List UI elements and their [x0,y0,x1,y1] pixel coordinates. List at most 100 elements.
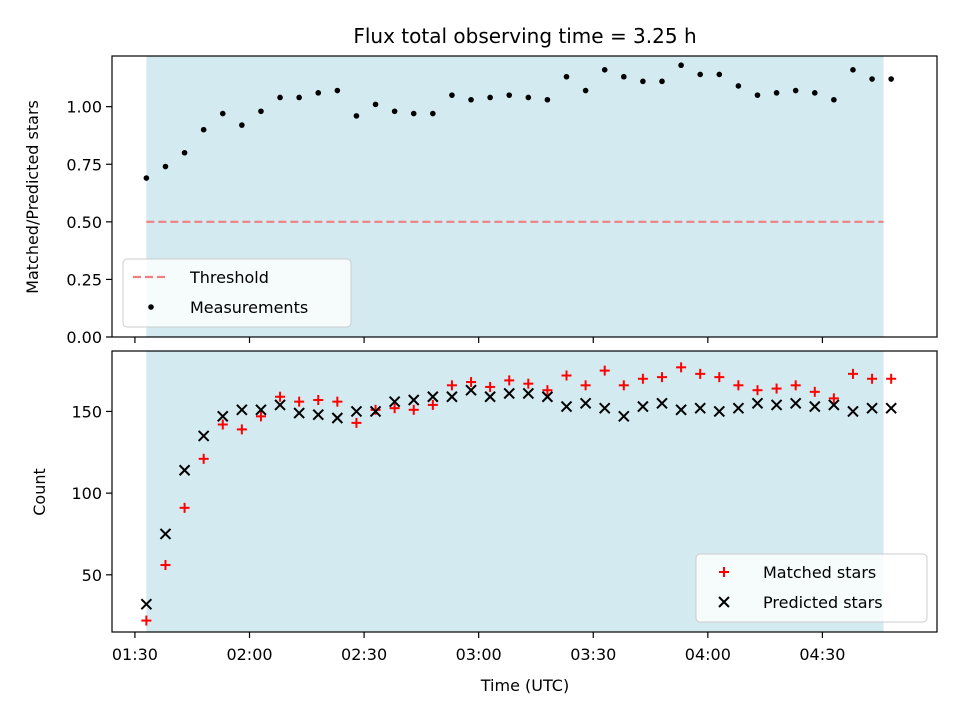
chart-title: Flux total observing time = 3.25 h [353,24,696,48]
x-tick-label: 03:00 [456,645,502,664]
x-tick-label: 03:30 [570,645,616,664]
matched-stars-point [580,380,591,391]
x-tick-label: 02:30 [341,645,387,664]
legend-matched-marker [719,567,729,577]
matched-stars-point [370,404,381,415]
predicted-stars-point [140,598,153,610]
matched-stars-point [255,411,266,422]
measurement-point [888,76,894,82]
predicted-stars-point [217,410,229,423]
predicted-stars-point [694,402,706,414]
matched-stars-point [695,368,706,379]
matched-stars-point [160,560,171,571]
x-tick-label: 02:00 [226,645,272,664]
predicted-stars-point [599,402,611,414]
matched-stars-point [561,370,572,381]
predicted-stars-point [751,397,764,409]
measurement-point [449,92,455,98]
predicted-stars-point [809,400,821,413]
predicted-stars-point [274,399,286,411]
predicted-stars-point [866,402,878,414]
measurement-point [296,94,302,101]
bottom-y-tick-label: 50 [82,566,102,585]
measurement-point [678,62,684,69]
measurement-point [372,101,379,108]
predicted-stars-point [732,402,745,414]
matched-stars-point [446,380,457,391]
predicted-stars-point [484,391,496,403]
matched-stars-point [771,383,782,394]
measurement-point [869,76,875,82]
measurement-point [850,67,856,73]
measurement-point [391,108,398,115]
matched-stars-point [408,404,419,415]
predicted-stars-point [770,399,783,411]
predicted-stars-point [847,405,859,418]
matched-stars-point [504,375,515,386]
predicted-stars-point [388,395,401,408]
matched-stars-point [809,386,820,397]
measurement-point [487,94,493,101]
measurement-point [811,90,818,96]
top-axes-frame [111,55,938,338]
predicted-stars-point [618,410,630,423]
predicted-stars-point [675,404,687,416]
measurement-point [544,96,551,103]
predicted-stars-point [331,412,344,424]
top-y-tick-label: 1.00 [66,98,102,117]
matched-stars-point [542,385,553,396]
matched-stars-point [275,391,286,402]
bottom-y-tick-label: 100 [71,484,102,503]
measurement-point [640,78,646,85]
top-y-tick-label: 0.00 [66,328,102,347]
measurement-point [659,78,665,85]
top-y-tick-label: 0.75 [66,155,102,174]
top-panel: 0.00 0.25 0.50 0.75 1.00 Threshold Measurement… [66,55,938,347]
measurement-point [773,90,780,96]
measurement-point [601,67,608,73]
predicted-stars-point [408,394,420,406]
measurement-point [716,71,723,78]
matched-stars-point [351,417,362,428]
matched-stars-point [389,403,400,414]
measurement-point [200,126,207,133]
measurement-point [219,110,226,117]
predicted-stars-point [579,397,592,409]
matched-stars-point [847,368,858,379]
measurement-point [430,110,436,117]
x-tick-label: 04:30 [799,645,845,664]
matched-stars-point [752,385,763,396]
legend-label: Threshold [189,268,269,287]
predicted-stars-point [236,404,248,416]
matched-stars-point [179,502,190,513]
x-axis-label: Time (UTC) [480,676,569,695]
predicted-stars-point [656,397,668,409]
predicted-stars-point [465,384,477,396]
predicted-stars-point [178,464,191,476]
top-y-tick-label: 0.50 [66,213,102,232]
predicted-stars-point [789,397,802,409]
legend-measurement-marker [148,304,154,310]
predicted-stars-point [159,528,172,540]
legend-predicted-marker [718,596,730,608]
x-tick-label: 01:30 [112,645,158,664]
predicted-stars-point [427,391,439,403]
bottom-axes-frame [111,350,938,633]
measurement-point [582,87,589,94]
measurement-point [277,94,283,101]
measurement-point [506,92,513,98]
matched-stars-point [714,372,725,383]
measurement-point [525,94,532,101]
matched-stars-point [427,399,438,410]
matched-stars-point [141,615,152,626]
matched-stars-point [733,380,744,391]
top-y-tick-label: 0.25 [66,270,102,289]
measurement-point [697,71,703,78]
predicted-stars-point [293,407,305,419]
measurement-point [143,175,150,181]
bottom-panel: 50 100 150 01:30 02:00 02:30 03:00 03:30 04:00 04… [71,350,938,664]
legend-label: Measurements [190,298,308,317]
matched-stars-point [294,396,305,407]
predicted-stars-point [446,391,458,403]
predicted-stars-point [522,387,535,400]
